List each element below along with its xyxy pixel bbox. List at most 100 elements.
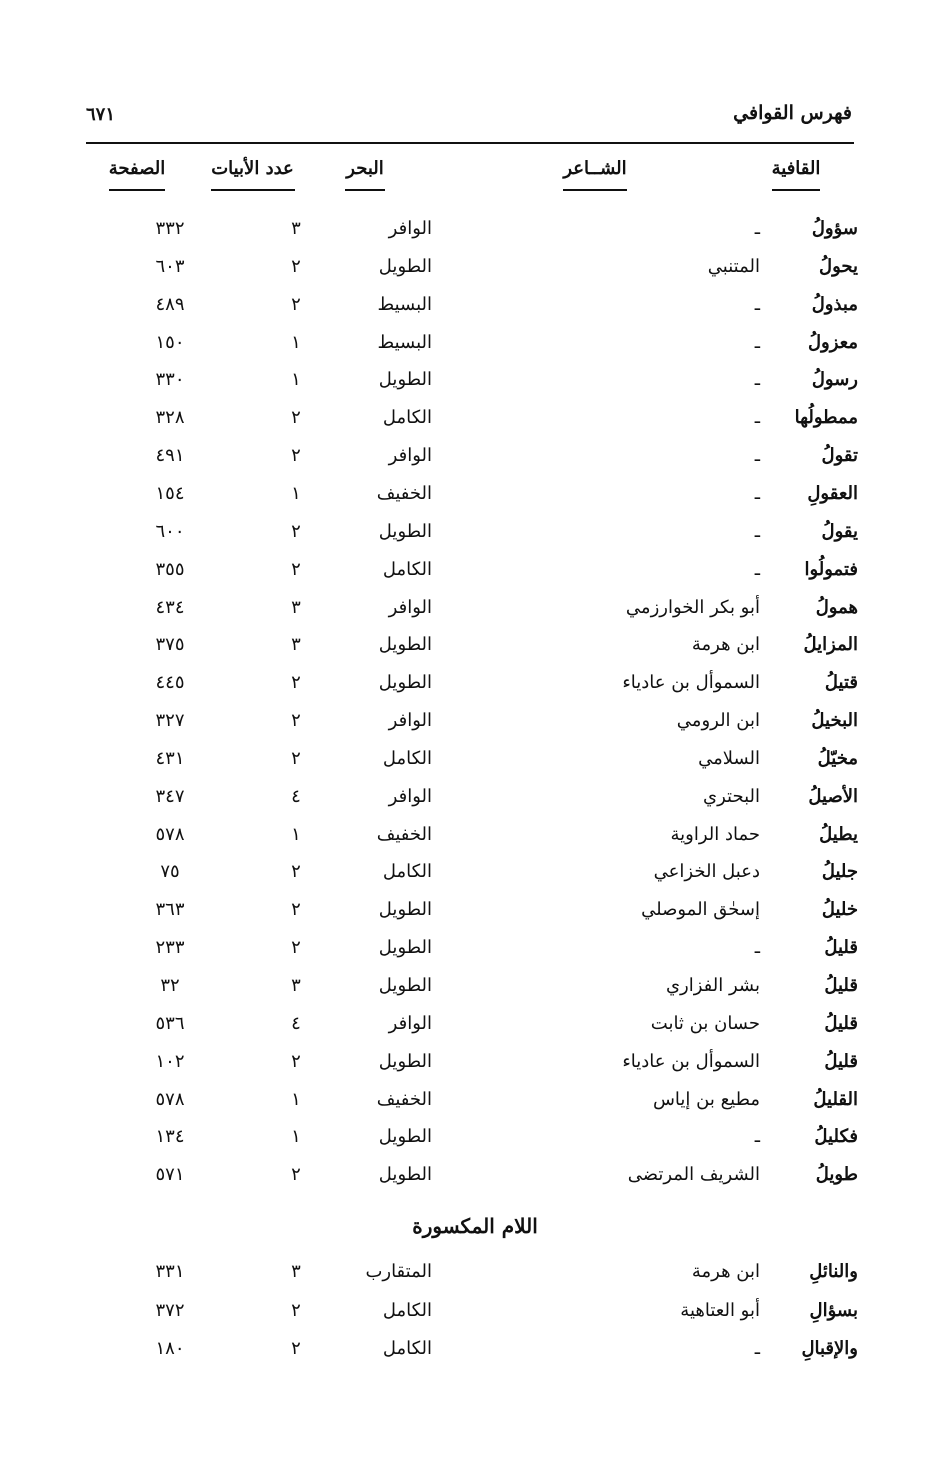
- cell-page: ٥٧٨: [155, 823, 185, 845]
- cell-verses: ١: [291, 482, 301, 504]
- cell-meter: الطويل: [378, 672, 432, 694]
- cell-poet: ـ: [754, 482, 760, 504]
- cell-verses: ١: [291, 369, 301, 391]
- cell-rhyme: تقولُ: [821, 445, 859, 467]
- table-row: فكليلُ ـ الطويل ١ ١٣٤: [0, 1126, 950, 1162]
- cell-verses: ٢: [291, 293, 301, 315]
- cell-meter: الخفيف: [376, 823, 432, 845]
- cell-rhyme: قليلُ: [824, 1012, 858, 1034]
- cell-poet: ابن الرومي: [676, 710, 760, 732]
- cell-page: ٣٧٥: [155, 634, 185, 656]
- cell-meter: الوافر: [388, 1012, 432, 1034]
- page-number: ٦٧١: [86, 104, 116, 125]
- cell-rhyme: البخيلُ: [811, 710, 858, 732]
- table-row: تقولُ ـ الوافر ٢ ٤٩١: [0, 445, 950, 481]
- table-row: والإقبالِ ـ الكامل ٢ ١٨٠: [0, 1338, 950, 1374]
- cell-poet: ـ: [754, 937, 760, 959]
- cell-meter: الكامل: [382, 1299, 432, 1321]
- cell-verses: ٣: [291, 634, 301, 656]
- cell-page: ٤٣١: [155, 747, 185, 769]
- cell-page: ٣٥٥: [155, 558, 185, 580]
- cell-rhyme: قتيلُ: [824, 672, 858, 694]
- cell-meter: الطويل: [378, 634, 432, 656]
- cell-meter: الطويل: [378, 1050, 432, 1072]
- cell-poet: ـ: [754, 407, 760, 429]
- column-header-rhyme: القافية: [766, 158, 826, 191]
- cell-rhyme: رسولُ: [811, 369, 858, 391]
- cell-meter: الكامل: [382, 407, 432, 429]
- table-row: فتمولُوا ـ الكامل ٢ ٣٥٥: [0, 559, 950, 595]
- cell-rhyme: المزايلُ: [803, 634, 858, 656]
- cell-poet: بشر الفزاري: [665, 975, 760, 996]
- column-header-meter: البحر: [340, 158, 390, 191]
- cell-rhyme: جليلُ: [821, 861, 858, 883]
- cell-poet: حماد الراوية: [670, 823, 760, 845]
- cell-meter: الطويل: [378, 937, 432, 959]
- table-row: طويلُ الشريف المرتضى الطويل ٢ ٥٧١: [0, 1164, 950, 1200]
- cell-poet: أبو بكر الخوارزمي: [625, 596, 760, 618]
- cell-poet: مطيع بن إياس: [652, 1088, 760, 1110]
- cell-meter: الطويل: [378, 975, 432, 996]
- cell-meter: الخفيف: [376, 1088, 432, 1110]
- table-row: المزايلُ ابن هرمة الطويل ٣ ٣٧٥: [0, 634, 950, 670]
- table-row: قليلُ ـ الطويل ٢ ٢٣٣: [0, 937, 950, 973]
- cell-meter: البسيط: [377, 331, 433, 353]
- cell-meter: الطويل: [378, 1126, 432, 1148]
- cell-meter: الكامل: [382, 861, 432, 883]
- cell-page: ١٥٤: [155, 482, 185, 504]
- cell-verses: ٢: [291, 1299, 301, 1321]
- cell-poet: ابن هرمة: [691, 1261, 760, 1282]
- table-row: رسولُ ـ الطويل ١ ٣٣٠: [0, 369, 950, 405]
- cell-rhyme: الأصيلُ: [808, 785, 858, 807]
- cell-verses: ١: [291, 823, 301, 845]
- cell-page: ٣٧٢: [155, 1299, 185, 1321]
- cell-page: ٣٣١: [155, 1261, 185, 1282]
- table-row: يطيلُ حماد الراوية الخفيف ١ ٥٧٨: [0, 824, 950, 860]
- cell-poet: ابن هرمة: [691, 634, 760, 656]
- cell-rhyme: يقولُ: [821, 520, 859, 542]
- cell-rhyme: والنائلِ: [809, 1261, 858, 1282]
- cell-poet: إسحٰق الموصلي: [641, 899, 760, 921]
- cell-poet: الشريف المرتضى: [627, 1164, 760, 1186]
- cell-rhyme: القليلُ: [813, 1088, 858, 1110]
- cell-poet: السلامي: [698, 747, 760, 769]
- cell-page: ٣٣٠: [155, 369, 185, 391]
- cell-page: ١٠٢: [155, 1050, 185, 1072]
- table-row: سؤولُ ـ الوافر ٣ ٣٣٢: [0, 218, 950, 254]
- cell-meter: الكامل: [382, 747, 432, 769]
- cell-meter: البسيط: [377, 293, 433, 315]
- table-row: قليلُ بشر الفزاري الطويل ٣ ٣٢: [0, 975, 950, 1011]
- cell-verses: ٢: [291, 1164, 301, 1186]
- cell-rhyme: قليلُ: [824, 937, 858, 959]
- cell-rhyme: فتمولُوا: [804, 558, 858, 580]
- cell-verses: ١: [291, 331, 301, 353]
- cell-poet: السموأل بن عادياء: [622, 672, 760, 694]
- table-row: مبذولُ ـ البسيط ٢ ٤٨٩: [0, 294, 950, 330]
- cell-verses: ٢: [291, 861, 301, 883]
- column-header-page: الصفحة: [102, 158, 172, 191]
- cell-poet: ـ: [754, 331, 760, 353]
- table-row: قليلُ السموأل بن عادياء الطويل ٢ ١٠٢: [0, 1051, 950, 1087]
- cell-rhyme: سؤولُ: [811, 218, 858, 239]
- cell-page: ٣٦٣: [155, 899, 185, 921]
- cell-page: ٢٣٣: [155, 937, 185, 959]
- cell-verses: ١: [291, 1088, 301, 1110]
- cell-poet: حسان بن ثابت: [650, 1012, 760, 1034]
- cell-page: ٥٣٦: [155, 1012, 185, 1034]
- header-rule: [86, 142, 854, 144]
- cell-rhyme: يطيلُ: [819, 823, 858, 845]
- cell-meter: الوافر: [388, 596, 432, 618]
- cell-meter: الخفيف: [376, 482, 432, 504]
- table-row: البخيلُ ابن الرومي الوافر ٢ ٣٢٧: [0, 710, 950, 746]
- cell-page: ٤٣٤: [155, 596, 185, 618]
- cell-meter: الوافر: [388, 785, 432, 807]
- column-header-poet: الشــاعر: [555, 158, 635, 191]
- cell-meter: الطويل: [378, 520, 432, 542]
- cell-rhyme: همولُ: [815, 596, 858, 618]
- table-row: جليلُ دعبل الخزاعي الكامل ٢ ٧٥: [0, 861, 950, 897]
- cell-page: ٦٠٠: [155, 520, 185, 542]
- cell-meter: الطويل: [378, 369, 432, 391]
- cell-poet: ـ: [754, 218, 760, 239]
- table-row: بسؤالِ أبو العتاهية الكامل ٢ ٣٧٢: [0, 1300, 950, 1336]
- cell-verses: ٢: [291, 710, 301, 732]
